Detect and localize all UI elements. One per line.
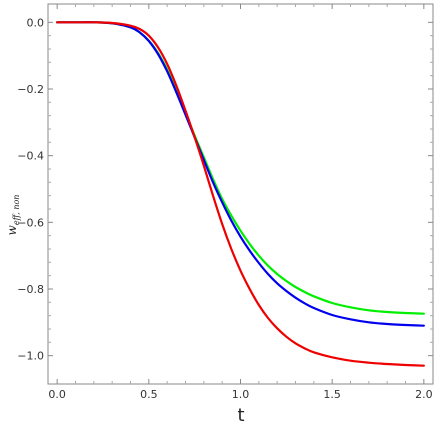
- x-tick-label: 2.0: [415, 388, 433, 401]
- x-axis-title: t: [237, 405, 244, 426]
- svg-text:weff, non: weff, non: [5, 195, 21, 236]
- x-tick-label: 1.0: [232, 388, 250, 401]
- y-tick-label: 0.0: [27, 16, 45, 29]
- x-tick-label: 0.0: [48, 388, 66, 401]
- x-tick-label: 1.5: [323, 388, 341, 401]
- y-axis-title: weff, non: [5, 195, 21, 236]
- y-axis-title-subscript: eff, non: [12, 195, 21, 226]
- y-axis-title-main: w: [5, 224, 19, 235]
- series-line-3: [56, 21, 425, 367]
- series-lines: [56, 21, 425, 367]
- y-tick-label: −0.2: [17, 83, 44, 96]
- plot-frame: [47, 3, 434, 385]
- y-tick-label: −0.6: [17, 216, 44, 229]
- plot-frame-rect: [47, 3, 434, 385]
- x-tick-label: 0.5: [140, 388, 158, 401]
- axis-ticks: 0.0 0.5 1.0 1.5 2.0 0.0 −0.2 −0.4 −0.6 −0.8 −1.0: [17, 4, 433, 401]
- y-tick-label: −1.0: [17, 350, 44, 363]
- series-line-2: [56, 21, 425, 327]
- y-tick-label: −0.4: [17, 150, 44, 163]
- y-tick-label: −0.8: [17, 283, 44, 296]
